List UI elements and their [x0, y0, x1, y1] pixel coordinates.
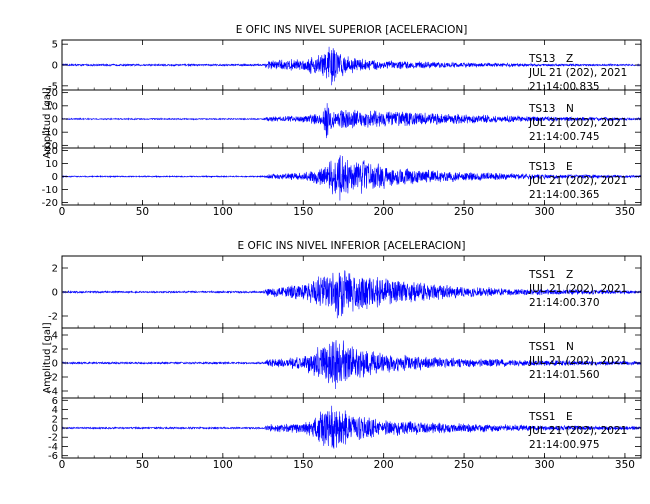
waveform-trace [61, 103, 642, 139]
chart-group-2: E OFIC INS NIVEL INFERIOR [ACELERACION] A… [42, 240, 642, 471]
time-label: 21:14:00.745 [529, 131, 600, 143]
x-tick-label: 0 [59, 206, 66, 218]
x-tick-label: 250 [454, 206, 474, 218]
station-label: TS13 [528, 53, 555, 65]
y-tick-label: 0 [52, 61, 58, 72]
y-tick-label: -20 [42, 141, 58, 152]
chart-title: E OFIC INS NIVEL SUPERIOR [ACELERACION] [236, 24, 468, 36]
x-tick-label: 50 [136, 459, 149, 471]
trace-panel-tss1-z: 2 0 -2 TSS1 Z JUL 21 (202), 2021 21:14:00.370 [48, 255, 642, 329]
y-tick-label: -10 [42, 128, 58, 139]
component-label: Z [566, 53, 573, 65]
station-label: TSS1 [528, 269, 555, 281]
time-label: 21:14:00.975 [529, 439, 600, 451]
date-label: JUL 21 (202), 2021 [528, 67, 627, 79]
y-tick-label: 10 [45, 101, 58, 112]
trace-panel-ts13-z: 5 0 -5 TS13 Z JUL 21 (202), 2021 21:14:00.835 [48, 39, 642, 93]
component-label: E [566, 161, 573, 173]
y-tick-label: -5 [48, 81, 58, 92]
y-tick-label: 0 [52, 115, 58, 126]
waveform-trace [61, 270, 642, 319]
waveform-trace [61, 46, 642, 86]
x-tick-label: 50 [136, 206, 149, 218]
x-tick-label: 300 [534, 459, 554, 471]
station-label: TS13 [528, 161, 555, 173]
chart-group-1: E OFIC INS NIVEL SUPERIOR [ACELERACION] A… [42, 24, 642, 218]
x-tick-label: 150 [293, 206, 313, 218]
x-tick-label: 150 [293, 459, 313, 471]
y-tick-label: 10 [45, 159, 58, 170]
y-tick-label: 0 [52, 288, 58, 299]
y-tick-label: -2 [48, 433, 58, 444]
time-label: 21:14:00.835 [529, 81, 600, 93]
date-label: JUL 21 (202), 2021 [528, 175, 627, 187]
station-label: TSS1 [528, 341, 555, 353]
x-tick-label: 0 [59, 459, 66, 471]
date-label: JUL 21 (202), 2021 [528, 425, 627, 437]
x-tick-label: 350 [615, 459, 635, 471]
trace-panel-ts13-e: 20 10 0 -10 -20 TS13 E JUL 21 (202), 2021 21:14:… [42, 146, 642, 209]
y-tick-label: 4 [52, 331, 58, 342]
component-label: N [566, 103, 574, 115]
y-tick-label: 0 [52, 359, 58, 370]
time-label: 21:14:00.365 [529, 189, 600, 201]
waveform-trace [61, 155, 642, 201]
y-tick-label: -2 [48, 312, 58, 323]
x-tick-label: 200 [374, 206, 394, 218]
y-tick-label: 2 [52, 345, 58, 356]
y-tick-label: -4 [48, 442, 58, 453]
time-label: 21:14:01.560 [529, 369, 600, 381]
x-tick-label: 100 [213, 206, 233, 218]
waveform-trace [61, 405, 642, 449]
y-tick-label: -2 [48, 373, 58, 384]
time-label: 21:14:00.370 [529, 297, 600, 309]
date-label: JUL 21 (202), 2021 [528, 355, 627, 367]
y-tick-label: -4 [48, 387, 58, 398]
date-label: JUL 21 (202), 2021 [528, 117, 627, 129]
trace-panel-ts13-n: 20 10 0 -10 -20 TS13 N JUL 21 (202), 2021 21:14:… [42, 88, 642, 152]
x-tick-label: 200 [374, 459, 394, 471]
date-label: JUL 21 (202), 2021 [528, 283, 627, 295]
x-tick-label: 250 [454, 459, 474, 471]
y-tick-label: 0 [52, 424, 58, 435]
y-tick-label: 6 [52, 396, 58, 407]
station-label: TS13 [528, 103, 555, 115]
component-label: Z [566, 269, 573, 281]
y-tick-label: 4 [52, 405, 58, 416]
y-tick-label: 2 [52, 414, 58, 425]
y-tick-label: 20 [45, 146, 58, 157]
y-tick-label: 0 [52, 172, 58, 183]
y-tick-label: -20 [42, 198, 58, 209]
chart-title: E OFIC INS NIVEL INFERIOR [ACELERACION] [238, 240, 466, 252]
x-tick-label: 100 [213, 459, 233, 471]
y-tick-label: 20 [45, 88, 58, 99]
component-label: N [566, 341, 574, 353]
station-label: TSS1 [528, 411, 555, 423]
waveform-trace [61, 340, 642, 390]
y-tick-label: -10 [42, 185, 58, 196]
y-axis-label: Amplitud [gal] [42, 87, 53, 158]
x-tick-label: 350 [615, 206, 635, 218]
y-tick-label: 2 [52, 264, 58, 275]
trace-panel-tss1-n: 4 2 0 -2 -4 TSS1 N JUL 21 (202), 2021 21:14:01.5… [48, 327, 642, 399]
component-label: E [566, 411, 573, 423]
y-tick-label: 5 [52, 40, 58, 51]
y-tick-label: -6 [48, 451, 58, 462]
x-tick-label: 300 [534, 206, 554, 218]
y-axis-label: Amplitud [gal] [42, 322, 53, 393]
